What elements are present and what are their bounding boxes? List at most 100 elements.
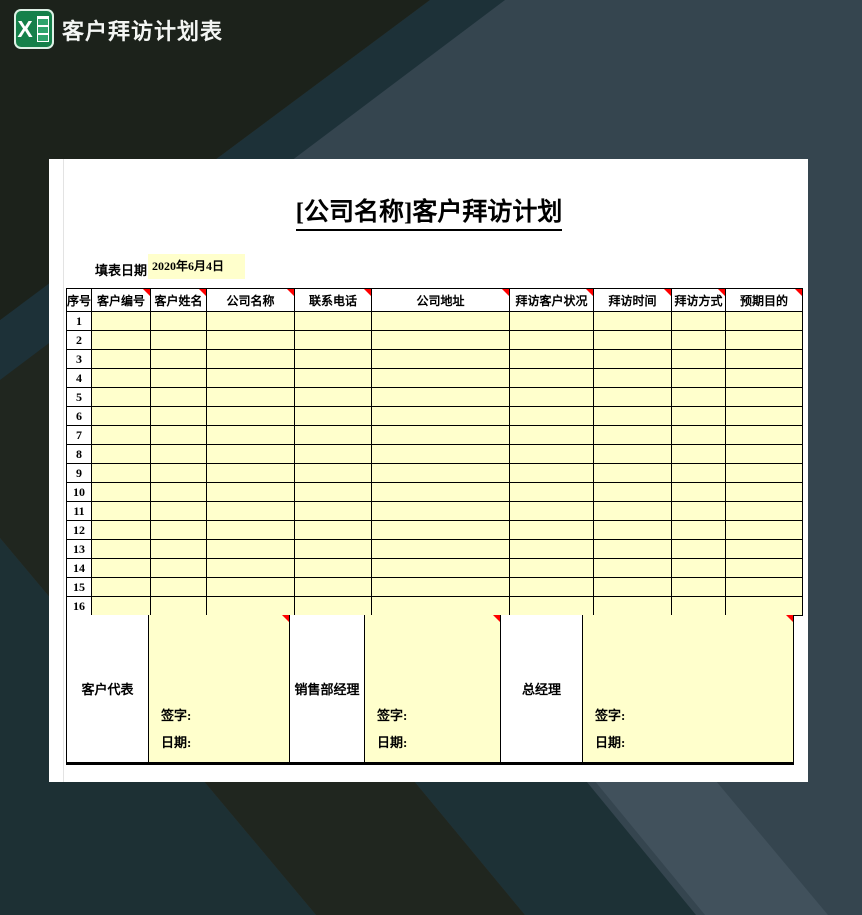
entry-cell[interactable] xyxy=(206,387,295,407)
entry-cell[interactable] xyxy=(725,520,803,540)
entry-cell[interactable] xyxy=(294,520,372,540)
entry-cell[interactable] xyxy=(725,577,803,597)
entry-cell[interactable] xyxy=(91,425,151,445)
entry-cell[interactable] xyxy=(91,539,151,559)
form-date-cell[interactable]: 2020年6月4日 xyxy=(148,254,245,279)
entry-cell[interactable] xyxy=(150,558,207,578)
entry-cell[interactable] xyxy=(294,444,372,464)
entry-cell[interactable] xyxy=(294,349,372,369)
entry-cell[interactable] xyxy=(725,482,803,502)
entry-cell[interactable] xyxy=(371,501,510,521)
entry-cell[interactable] xyxy=(725,558,803,578)
entry-cell[interactable] xyxy=(509,501,594,521)
entry-cell[interactable] xyxy=(150,368,207,388)
entry-cell[interactable] xyxy=(509,596,594,616)
entry-cell[interactable] xyxy=(294,463,372,483)
entry-cell[interactable] xyxy=(593,387,672,407)
entry-cell[interactable] xyxy=(206,349,295,369)
entry-cell[interactable] xyxy=(509,368,594,388)
entry-cell[interactable] xyxy=(671,444,726,464)
entry-cell[interactable] xyxy=(725,501,803,521)
entry-cell[interactable] xyxy=(371,596,510,616)
signature-cell[interactable]: 签字: 日期: xyxy=(149,615,290,762)
entry-cell[interactable] xyxy=(371,330,510,350)
entry-cell[interactable] xyxy=(509,425,594,445)
entry-cell[interactable] xyxy=(725,596,803,616)
entry-cell[interactable] xyxy=(509,520,594,540)
entry-cell[interactable] xyxy=(150,596,207,616)
entry-cell[interactable] xyxy=(294,596,372,616)
entry-cell[interactable] xyxy=(206,520,295,540)
entry-cell[interactable] xyxy=(91,558,151,578)
entry-cell[interactable] xyxy=(671,406,726,426)
entry-cell[interactable] xyxy=(206,444,295,464)
entry-cell[interactable] xyxy=(206,558,295,578)
entry-cell[interactable] xyxy=(725,406,803,426)
entry-cell[interactable] xyxy=(150,330,207,350)
entry-cell[interactable] xyxy=(150,444,207,464)
entry-cell[interactable] xyxy=(671,387,726,407)
entry-cell[interactable] xyxy=(150,577,207,597)
entry-cell[interactable] xyxy=(371,539,510,559)
entry-cell[interactable] xyxy=(294,406,372,426)
signature-cell[interactable]: 签字: 日期: xyxy=(365,615,501,762)
entry-cell[interactable] xyxy=(509,349,594,369)
entry-cell[interactable] xyxy=(671,330,726,350)
entry-cell[interactable] xyxy=(371,349,510,369)
entry-cell[interactable] xyxy=(371,520,510,540)
entry-cell[interactable] xyxy=(593,596,672,616)
entry-cell[interactable] xyxy=(671,463,726,483)
entry-cell[interactable] xyxy=(91,577,151,597)
entry-cell[interactable] xyxy=(671,596,726,616)
entry-cell[interactable] xyxy=(671,349,726,369)
entry-cell[interactable] xyxy=(91,482,151,502)
entry-cell[interactable] xyxy=(206,501,295,521)
entry-cell[interactable] xyxy=(294,425,372,445)
entry-cell[interactable] xyxy=(371,463,510,483)
entry-cell[interactable] xyxy=(593,577,672,597)
entry-cell[interactable] xyxy=(509,330,594,350)
entry-cell[interactable] xyxy=(593,425,672,445)
entry-cell[interactable] xyxy=(671,539,726,559)
entry-cell[interactable] xyxy=(91,463,151,483)
entry-cell[interactable] xyxy=(206,330,295,350)
entry-cell[interactable] xyxy=(91,444,151,464)
entry-cell[interactable] xyxy=(91,349,151,369)
entry-cell[interactable] xyxy=(725,425,803,445)
entry-cell[interactable] xyxy=(206,368,295,388)
entry-cell[interactable] xyxy=(725,539,803,559)
entry-cell[interactable] xyxy=(91,520,151,540)
entry-cell[interactable] xyxy=(91,330,151,350)
entry-cell[interactable] xyxy=(150,539,207,559)
entry-cell[interactable] xyxy=(150,406,207,426)
entry-cell[interactable] xyxy=(206,596,295,616)
entry-cell[interactable] xyxy=(593,501,672,521)
entry-cell[interactable] xyxy=(593,406,672,426)
entry-cell[interactable] xyxy=(593,463,672,483)
entry-cell[interactable] xyxy=(509,444,594,464)
entry-cell[interactable] xyxy=(671,520,726,540)
entry-cell[interactable] xyxy=(671,311,726,331)
entry-cell[interactable] xyxy=(294,482,372,502)
signature-cell[interactable]: 签字: 日期: xyxy=(583,615,793,762)
entry-cell[interactable] xyxy=(671,482,726,502)
entry-cell[interactable] xyxy=(371,387,510,407)
entry-cell[interactable] xyxy=(91,596,151,616)
entry-cell[interactable] xyxy=(593,444,672,464)
entry-cell[interactable] xyxy=(509,539,594,559)
entry-cell[interactable] xyxy=(294,501,372,521)
entry-cell[interactable] xyxy=(371,577,510,597)
entry-cell[interactable] xyxy=(509,482,594,502)
entry-cell[interactable] xyxy=(294,368,372,388)
entry-cell[interactable] xyxy=(150,520,207,540)
entry-cell[interactable] xyxy=(294,577,372,597)
entry-cell[interactable] xyxy=(91,501,151,521)
entry-cell[interactable] xyxy=(725,330,803,350)
entry-cell[interactable] xyxy=(371,425,510,445)
entry-cell[interactable] xyxy=(206,539,295,559)
entry-cell[interactable] xyxy=(509,406,594,426)
entry-cell[interactable] xyxy=(206,425,295,445)
entry-cell[interactable] xyxy=(91,406,151,426)
entry-cell[interactable] xyxy=(91,311,151,331)
entry-cell[interactable] xyxy=(593,330,672,350)
